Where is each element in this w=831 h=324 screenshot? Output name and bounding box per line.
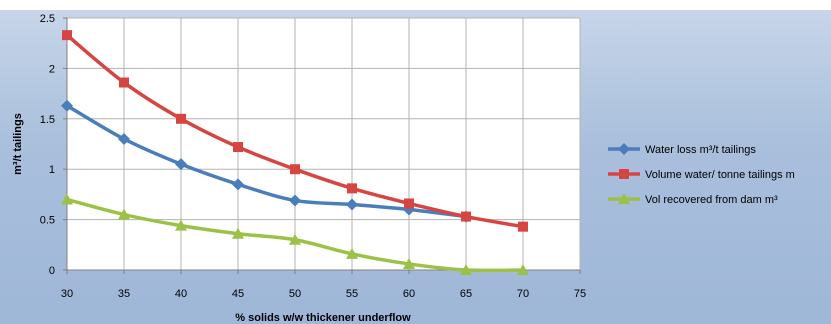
water-loss-point	[232, 178, 244, 191]
x-tick-label: 30	[61, 288, 73, 300]
x-tick-label: 65	[460, 288, 472, 300]
volume-water-point	[119, 77, 129, 88]
series-layer	[61, 30, 529, 275]
x-tick-label: 50	[289, 288, 301, 300]
x-tick-label: 60	[403, 288, 415, 300]
legend-item-volume-water: Volume water/ tonne tailings m	[608, 169, 795, 181]
volume-water-point	[176, 113, 186, 124]
legend-item-vol-recovered: Vol recovered from dam m³	[608, 193, 778, 206]
x-tick-label: 70	[517, 288, 529, 300]
x-tick-label: 40	[175, 288, 187, 300]
water-loss-point	[175, 158, 187, 171]
water-loss-point	[289, 194, 301, 207]
legend-swatch-marker	[618, 193, 630, 204]
volume-water-point	[290, 164, 300, 175]
y-tick-label: 1	[49, 164, 55, 176]
top-strip	[0, 0, 831, 10]
volume-water-point	[347, 183, 357, 194]
volume-water-point	[233, 142, 243, 153]
vol-recovered-point	[61, 193, 73, 205]
x-tick-label: 45	[232, 288, 244, 300]
vol-recovered-point	[517, 264, 529, 275]
water-loss-point	[61, 99, 73, 112]
legend-label: Vol recovered from dam m³	[645, 194, 778, 206]
ticks-layer: 30 35 40 45 50 55 60 65 70 75 0 0.5 1 1.5 2 2.5	[40, 13, 586, 300]
x-tick-label: 75	[574, 288, 586, 300]
plot-area	[67, 18, 580, 270]
x-tick-label: 35	[118, 288, 130, 300]
legend-swatch-marker	[618, 143, 630, 155]
legend-item-water-loss: Water loss m³/t tailings	[608, 143, 756, 156]
vol-recovered-point	[403, 257, 415, 269]
volume-water-point	[518, 221, 528, 232]
vol-recovered-point	[175, 219, 187, 231]
series-volume-water	[62, 30, 528, 232]
y-tick-label: 1.5	[40, 114, 55, 126]
series-vol-recovered	[61, 193, 529, 275]
vol-recovered-point	[289, 233, 301, 245]
y-tick-label: 2.5	[40, 13, 55, 25]
y-tick-label: 0.5	[40, 215, 55, 227]
vol-recovered-point	[346, 247, 358, 259]
water-loss-point	[118, 132, 130, 145]
vol-recovered-point	[232, 227, 244, 239]
vol-recovered-point	[118, 208, 130, 220]
legend-swatch-marker	[619, 169, 629, 179]
x-tick-label: 55	[346, 288, 358, 300]
y-tick-label: 0	[49, 265, 55, 277]
vol-recovered-point	[460, 264, 472, 275]
volume-water-point	[404, 198, 414, 209]
legend-label: Volume water/ tonne tailings m	[645, 169, 795, 181]
y-axis-title: m³/t tailings	[12, 113, 24, 175]
volume-water-point	[62, 30, 72, 41]
volume-water-point	[461, 211, 471, 222]
y-tick-label: 2	[49, 63, 55, 75]
water-loss-point	[346, 198, 358, 211]
legend-label: Water loss m³/t tailings	[645, 144, 756, 156]
x-axis-title: % solids w/w thickener underflow	[235, 312, 411, 324]
legend: Water loss m³/t tailings Volume water/ to…	[608, 143, 795, 206]
